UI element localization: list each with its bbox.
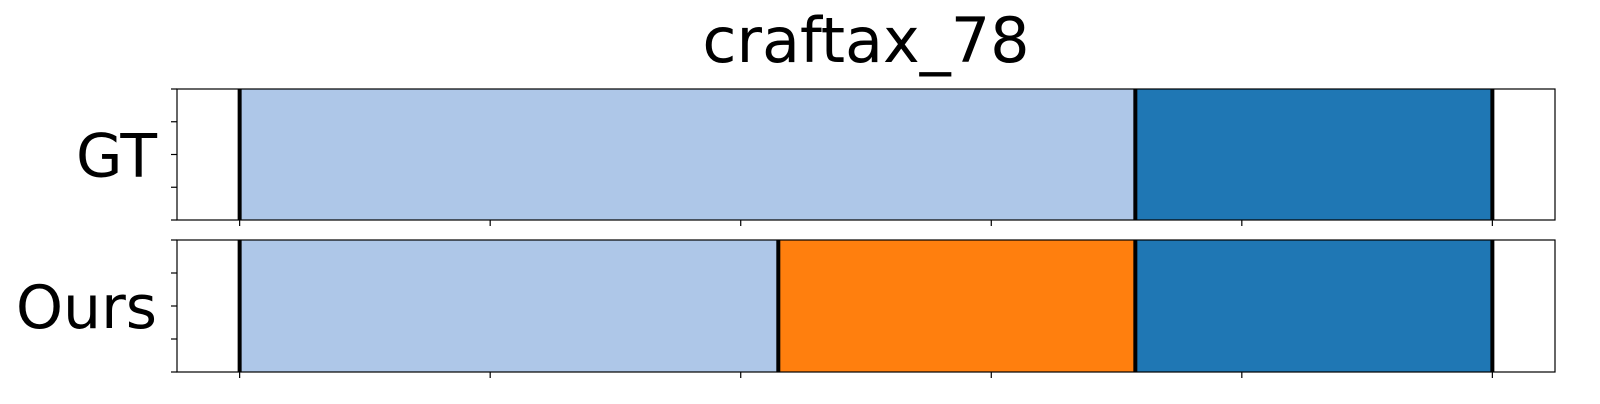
segment-gt-0: [239, 89, 1136, 220]
chart-title: craftax_78: [702, 4, 1029, 77]
segment-ours-0: [239, 240, 779, 372]
segment-ours-1: [778, 240, 1136, 372]
panel-gt: GT: [76, 88, 1556, 226]
row-label-gt: GT: [76, 122, 157, 192]
panel-ours: Ours: [16, 239, 1556, 378]
segment-gt-1: [1135, 89, 1493, 220]
panels: GT Ours: [16, 88, 1556, 378]
segment-ours-2: [1135, 240, 1493, 372]
row-label-ours: Ours: [16, 273, 157, 343]
